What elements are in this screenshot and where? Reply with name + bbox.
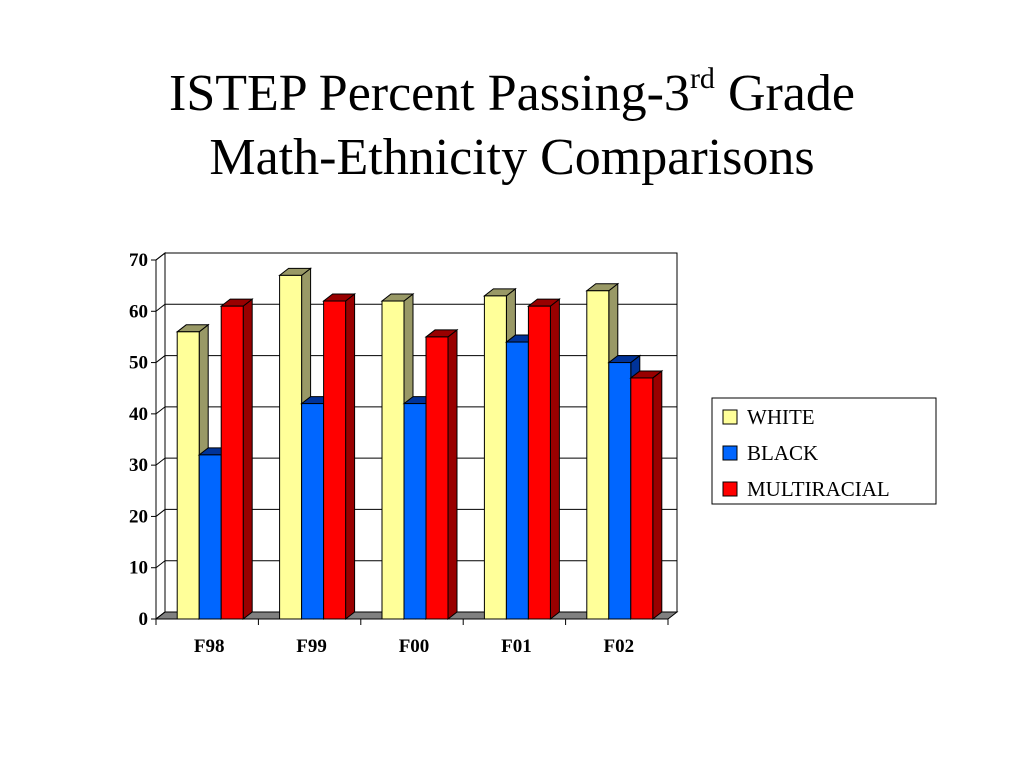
- bars: [175, 267, 664, 621]
- slide-title: ISTEP Percent Passing-3rd Grade Math-Eth…: [0, 62, 1024, 190]
- legend-label-black: BLACK: [747, 441, 818, 465]
- legend-box: [711, 397, 937, 505]
- bar-black-f00: [403, 403, 427, 620]
- bar-black-f01: [505, 341, 529, 620]
- legend-label-multiracial: MULTIRACIAL: [747, 477, 890, 501]
- gridline-side: [155, 406, 166, 415]
- bar-black-f02: [608, 362, 632, 620]
- x-tick-label-f01: F01: [501, 636, 532, 657]
- bar-side-multiracial-f99: [345, 293, 356, 621]
- bar-white-f01: [483, 295, 507, 620]
- title-line1-suffix: Grade: [714, 65, 855, 122]
- gridline-side: [155, 303, 166, 312]
- y-tick-label: 70: [129, 250, 148, 271]
- bar-black-f99: [301, 403, 325, 620]
- title-line2-text: Math-Ethnicity Comparisons: [209, 129, 815, 186]
- title-superscript: rd: [689, 62, 715, 95]
- legend-swatch-black: [722, 445, 738, 461]
- legend: WHITE BLACK MULTIRACIAL: [711, 397, 937, 505]
- y-tick-label: 60: [129, 301, 148, 322]
- bar-white-f98: [176, 331, 200, 620]
- bar-multiracial-f02: [630, 377, 654, 620]
- legend-swatch-white: [722, 409, 738, 425]
- gridline-side: [155, 509, 166, 517]
- y-tick-label: 0: [139, 609, 149, 630]
- x-tick-label-f98: F98: [194, 636, 225, 657]
- legend-label-white: WHITE: [747, 405, 815, 429]
- gridline-side: [155, 560, 166, 569]
- y-tick-label: 50: [129, 353, 148, 374]
- bar-multiracial-f99: [323, 300, 347, 620]
- bar-white-f00: [381, 300, 405, 620]
- y-axis-tick-labels: 0 10 20 30 40 50 60 70: [129, 250, 156, 630]
- gridline-side: [155, 457, 166, 466]
- gridline-side: [155, 355, 166, 363]
- x-axis-tick-labels: F98 F99 F00 F01 F02: [155, 618, 669, 657]
- bar-multiracial-f00: [425, 336, 449, 620]
- y-tick-label: 30: [129, 455, 148, 476]
- bar-multiracial-f98: [220, 305, 244, 620]
- title-line1-text: ISTEP Percent Passing-3: [169, 65, 690, 122]
- gridline-side: [155, 252, 166, 261]
- bar-multiracial-f01: [527, 305, 551, 620]
- bar-side-multiracial-f00: [447, 328, 458, 621]
- legend-swatch-multiracial: [722, 481, 738, 497]
- x-tick-label-f00: F00: [399, 636, 430, 657]
- bar-side-multiracial-f98: [242, 298, 253, 621]
- gridline-side: [155, 611, 166, 620]
- y-tick-label: 20: [129, 506, 148, 527]
- bar-white-f99: [279, 274, 303, 620]
- x-tick-label-f99: F99: [296, 636, 327, 657]
- bar-side-multiracial-f02: [652, 369, 663, 621]
- bar-black-f98: [198, 454, 222, 620]
- bar-side-multiracial-f01: [549, 298, 560, 621]
- bar-white-f02: [586, 290, 610, 620]
- y-tick-label: 10: [129, 558, 148, 579]
- y-tick-label: 40: [129, 404, 148, 425]
- x-tick-label-f02: F02: [603, 636, 634, 657]
